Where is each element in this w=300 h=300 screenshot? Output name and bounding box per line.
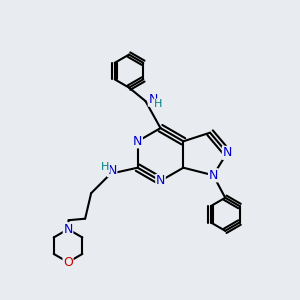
Text: N: N — [222, 146, 232, 159]
Text: N: N — [107, 164, 117, 177]
Text: N: N — [156, 174, 165, 188]
Text: N: N — [148, 93, 158, 106]
Text: H: H — [154, 99, 162, 109]
Text: N: N — [133, 135, 142, 148]
Text: O: O — [63, 256, 73, 269]
Text: H: H — [101, 162, 110, 172]
Text: N: N — [63, 223, 73, 236]
Text: N: N — [208, 169, 218, 182]
